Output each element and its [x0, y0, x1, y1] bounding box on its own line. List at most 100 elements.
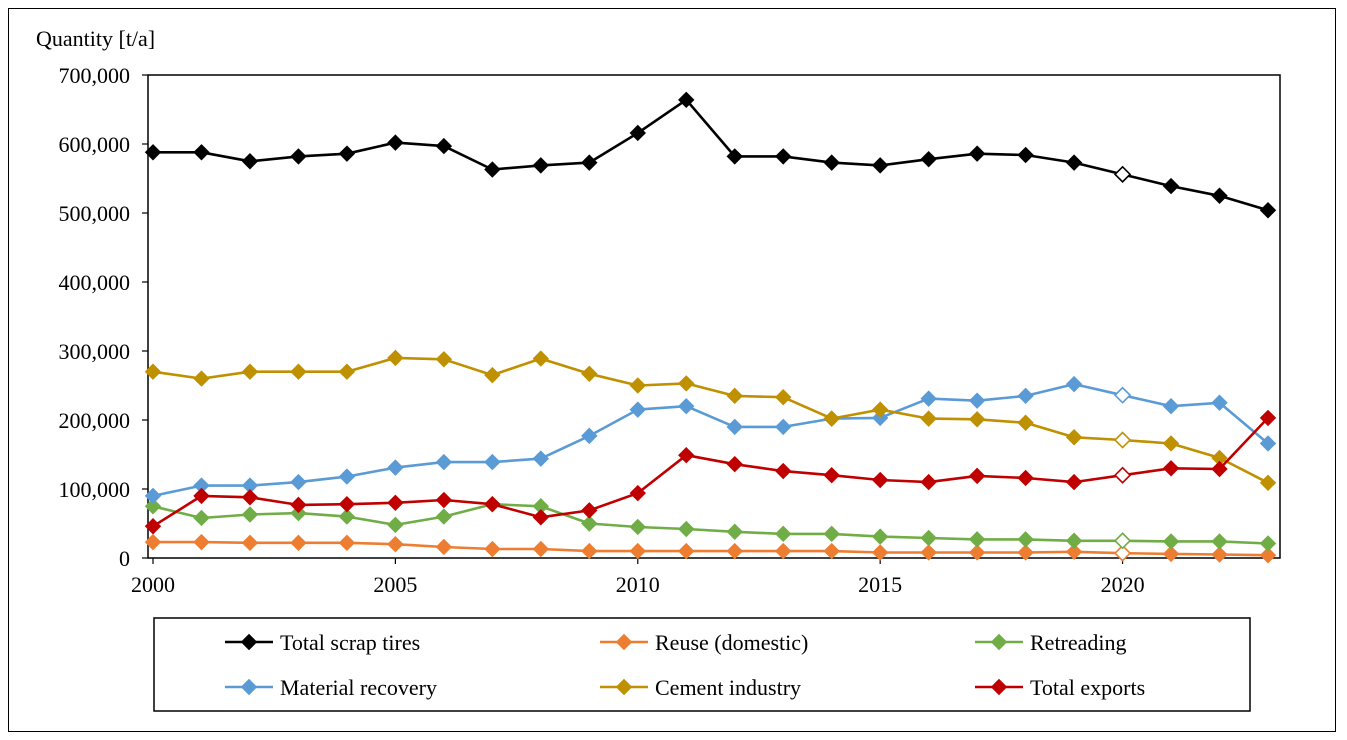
legend-label: Total scrap tires: [280, 630, 420, 655]
data-point: [1065, 375, 1083, 393]
data-point: [387, 516, 404, 534]
data-point: [484, 495, 501, 513]
data-point: [1017, 414, 1034, 431]
data-point: [823, 525, 840, 543]
data-point: [968, 392, 986, 409]
legend-swatch-marker: [615, 633, 633, 651]
data-point: [823, 410, 840, 427]
data-point: [629, 124, 646, 142]
data-point: [1211, 460, 1228, 478]
y-tick-label: 0: [119, 546, 130, 571]
data-point: [1259, 474, 1277, 491]
series-line: [152, 417, 1269, 528]
data-point: [871, 157, 889, 174]
data-point: [1211, 187, 1228, 204]
x-tick-label: 2015: [858, 572, 902, 597]
data-point: [678, 520, 695, 538]
data-point: [1259, 202, 1277, 219]
legend-box: [153, 617, 1251, 712]
legend-swatch-marker: [615, 678, 633, 696]
legend-item: Reuse (domestic): [600, 630, 808, 655]
data-point: [968, 411, 986, 428]
data-point: [338, 468, 356, 485]
data-point: [1065, 473, 1083, 491]
data-point: [1113, 532, 1132, 550]
legend-label: Total exports: [1030, 675, 1145, 700]
data-point: [338, 508, 356, 525]
data-point: [144, 518, 162, 535]
data-point: [338, 495, 356, 513]
chart-frame: [8, 8, 1336, 732]
data-point: [241, 363, 259, 380]
data-point: [1113, 431, 1132, 449]
x-tick-label: 2010: [616, 572, 660, 597]
data-point: [532, 450, 550, 467]
legend-item: Total scrap tires: [225, 630, 420, 655]
series-line: [152, 382, 1269, 498]
data-point: [435, 351, 453, 368]
data-point: [532, 350, 550, 367]
legend-label: Cement industry: [655, 675, 801, 700]
data-point: [1113, 165, 1132, 183]
data-point: [144, 498, 162, 515]
series-layer: [144, 91, 1277, 564]
x-tick-label: 2005: [373, 572, 417, 597]
data-point: [1113, 466, 1132, 484]
legend-label: Material recovery: [280, 675, 437, 700]
data-point: [871, 528, 889, 545]
y-tick-label: 300,000: [59, 339, 131, 364]
data-point: [629, 518, 646, 536]
data-point: [1259, 435, 1277, 452]
data-point: [678, 542, 695, 560]
data-point: [871, 409, 889, 427]
data-point: [193, 144, 210, 161]
data-point: [968, 544, 986, 561]
data-point: [338, 534, 356, 552]
legend-item: Total exports: [975, 675, 1145, 700]
data-point: [871, 544, 889, 561]
y-axis-title: Quantity [t/a]: [36, 26, 155, 51]
data-point: [387, 494, 404, 512]
data-point: [1259, 409, 1277, 427]
data-point: [435, 491, 453, 509]
data-point: [1017, 387, 1034, 405]
data-point: [532, 157, 550, 174]
data-point: [144, 363, 162, 380]
series-retreading: [144, 495, 1277, 552]
data-point: [290, 363, 307, 380]
data-point: [775, 418, 792, 436]
series-line: [152, 502, 1269, 545]
data-point: [1211, 546, 1228, 563]
data-point: [1017, 531, 1034, 548]
data-point: [241, 506, 259, 523]
y-tick-label: 400,000: [59, 270, 131, 295]
data-point: [1211, 394, 1228, 411]
legend-label: Retreading: [1030, 630, 1127, 655]
data-point: [968, 531, 986, 548]
data-point: [387, 134, 404, 151]
data-point: [581, 365, 598, 382]
data-point: [1017, 146, 1034, 164]
data-point: [193, 370, 210, 387]
data-point: [290, 473, 307, 491]
data-point: [920, 473, 937, 491]
data-point: [144, 144, 162, 161]
data-point: [920, 544, 937, 561]
y-tick-label: 600,000: [59, 132, 131, 157]
data-point: [144, 533, 162, 551]
data-point: [532, 540, 550, 558]
data-point: [241, 489, 259, 506]
data-point: [1211, 533, 1228, 550]
y-tick-label: 700,000: [59, 63, 131, 88]
data-point: [775, 148, 792, 165]
data-point: [193, 509, 210, 527]
data-point: [1113, 544, 1132, 562]
data-point: [968, 467, 986, 485]
legend-item: Cement industry: [600, 675, 801, 700]
data-point: [726, 455, 743, 473]
series-line: [153, 540, 1269, 557]
data-point: [1065, 429, 1083, 446]
data-point: [338, 363, 356, 380]
series-total-scrap-tires: [144, 91, 1277, 219]
data-point: [484, 161, 501, 178]
